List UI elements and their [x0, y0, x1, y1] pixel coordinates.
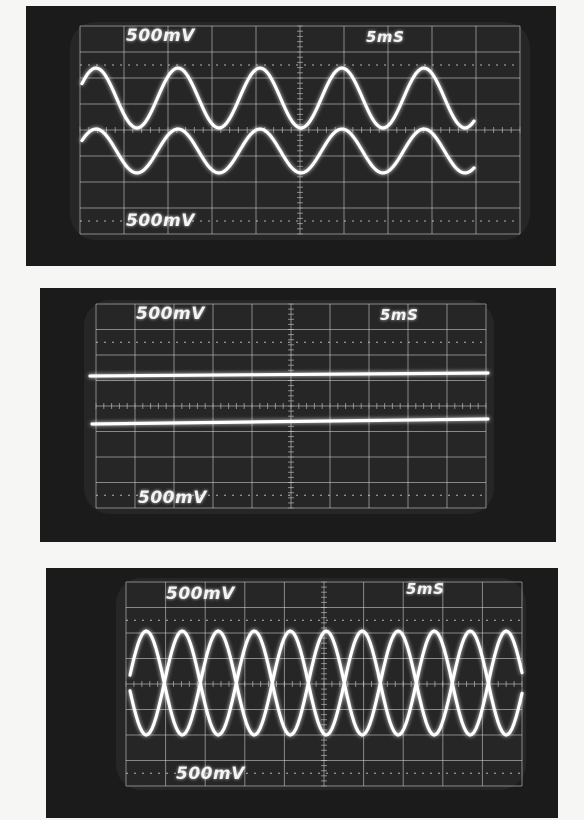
scope-screen-2	[84, 300, 494, 514]
traces	[88, 371, 490, 426]
time-div-label: 5mS	[406, 580, 445, 598]
trace-channel-1	[80, 66, 476, 130]
scope-photo-1: 500mV 5mS 500mV	[26, 6, 556, 266]
trace-channel-1	[128, 629, 524, 737]
traces	[128, 629, 524, 737]
traces	[80, 66, 476, 175]
trace-channel-1	[88, 371, 490, 378]
scope-screen-3	[116, 578, 526, 790]
volts-div-top-label: 500mV	[126, 26, 195, 46]
trace-channel-2	[128, 629, 524, 737]
scope-photo-3: 500mV 5mS 500mV	[46, 568, 558, 818]
volts-div-bottom-label: 500mV	[138, 488, 207, 508]
volts-div-bottom-label: 500mV	[126, 211, 195, 231]
volts-div-top-label: 500mV	[166, 584, 235, 604]
graticule	[95, 303, 487, 509]
crt-screen	[84, 300, 494, 514]
trace-channel-2	[80, 127, 476, 175]
trace-channel-2	[90, 417, 490, 426]
scope-screen-1	[70, 22, 530, 240]
time-div-label: 5mS	[366, 28, 405, 46]
time-div-label: 5mS	[380, 306, 419, 324]
scope-photo-2: 500mV 5mS 500mV	[40, 288, 556, 542]
volts-div-top-label: 500mV	[136, 304, 205, 324]
volts-div-bottom-label: 500mV	[176, 764, 245, 784]
